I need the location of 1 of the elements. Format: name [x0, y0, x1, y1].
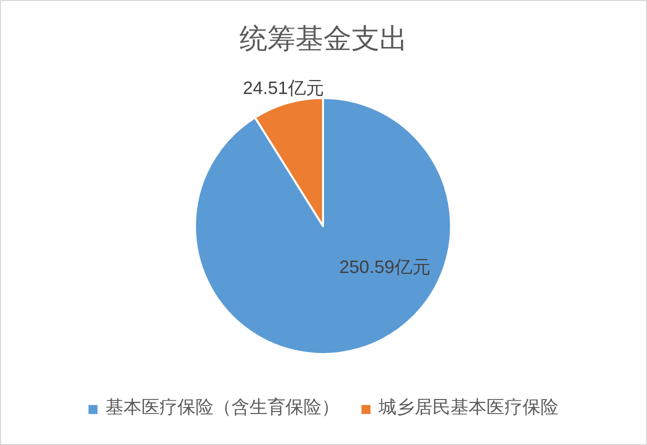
- title: 统筹基金支出: [240, 23, 408, 54]
